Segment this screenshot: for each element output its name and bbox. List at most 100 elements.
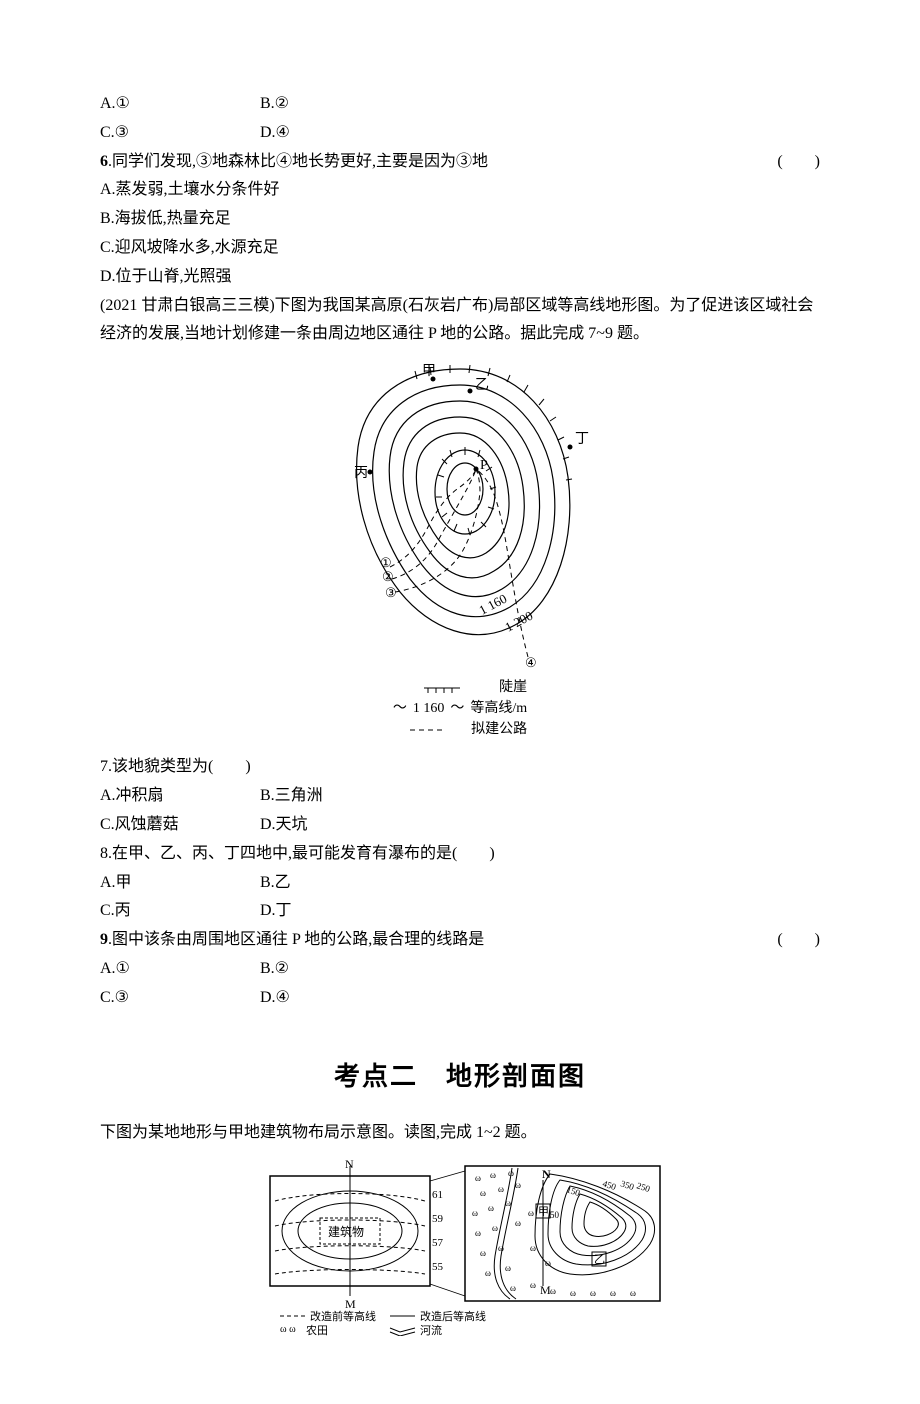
svg-text:ω: ω — [510, 1283, 516, 1293]
svg-text:ω: ω — [570, 1288, 576, 1298]
intro-1-2: 下图为某地地形与甲地建筑物布局示意图。读图,完成 1~2 题。 — [100, 1119, 820, 1148]
svg-text:ω: ω — [492, 1223, 498, 1233]
q9-paren: ( ) — [777, 926, 820, 955]
left-55: 55 — [432, 1261, 444, 1273]
svg-text:ω: ω — [530, 1243, 536, 1253]
q8-row2: C.丙 D.丁 — [100, 897, 820, 926]
figure1-legend: 陡崖 〜1 160〜 等高线/m 拟建公路 — [393, 677, 527, 740]
legend-river: 河流 — [420, 1323, 442, 1336]
q5-options-row2: C.③ D.④ — [100, 119, 820, 148]
q8-row1: A.甲 B.乙 — [100, 869, 820, 898]
svg-text:ω: ω — [488, 1203, 494, 1213]
q5-option-d: D.④ — [260, 119, 420, 148]
q9-option-b: B.② — [260, 955, 420, 984]
svg-text:ω: ω — [475, 1228, 481, 1238]
label-route-3: ③ — [385, 585, 397, 600]
right-250: 250 — [635, 1181, 651, 1195]
svg-text:ω: ω — [498, 1184, 504, 1194]
legend-before: 改造前等高线 — [310, 1309, 376, 1323]
left-N: N — [345, 1157, 354, 1171]
svg-text:ω: ω — [630, 1288, 636, 1298]
label-route-2: ② — [382, 569, 394, 584]
svg-text:ω: ω — [505, 1263, 511, 1273]
label-route-1: ① — [380, 555, 392, 570]
label-jia: 甲 — [422, 364, 436, 379]
q7-row1: A.冲积扇 B.三角洲 — [100, 782, 820, 811]
section-title: 考点二 地形剖面图 — [100, 1053, 820, 1100]
q9-row1: A.① B.② — [100, 955, 820, 984]
svg-text:ω: ω — [475, 1173, 481, 1183]
q9-stem-line: 9.图中该条由周围地区通往 P 地的公路,最合理的线路是 ( ) — [100, 926, 820, 955]
label-1200: 1 200 — [502, 608, 535, 635]
q8-stem: 8.在甲、乙、丙、丁四地中,最可能发育有瀑布的是( ) — [100, 840, 820, 869]
q5-option-a: A.① — [100, 90, 260, 119]
label-p: P — [480, 458, 488, 473]
q7-stem: 7.该地貌类型为( ) — [100, 753, 820, 782]
svg-text:ω: ω — [480, 1248, 486, 1258]
q6-stem-text: .同学们发现,③地森林比④地长势更好,主要是因为③地 — [108, 153, 488, 170]
q8-option-d: D.丁 — [260, 897, 420, 926]
q6-paren: ( ) — [777, 148, 820, 177]
svg-text:ω: ω — [530, 1280, 536, 1290]
legend-contour: 等高线/m — [470, 698, 527, 719]
svg-text:ω: ω — [590, 1288, 596, 1298]
label-ding: 丁 — [575, 432, 589, 447]
q7-option-c: C.风蚀蘑菇 — [100, 811, 260, 840]
q9-option-c: C.③ — [100, 984, 260, 1013]
q9-num: 9 — [100, 931, 108, 948]
q7-option-b: B.三角洲 — [260, 782, 420, 811]
svg-text:ω: ω — [472, 1208, 478, 1218]
svg-text:ω: ω — [515, 1218, 521, 1228]
svg-text:ω: ω — [550, 1286, 556, 1296]
right-350: 350 — [619, 1179, 635, 1193]
q6-option-c: C.迎风坡降水多,水源充足 — [100, 234, 820, 263]
q7-option-a: A.冲积扇 — [100, 782, 260, 811]
q7-row2: C.风蚀蘑菇 D.天坑 — [100, 811, 820, 840]
svg-text:ω: ω — [490, 1170, 496, 1180]
q6-option-d: D.位于山脊,光照强 — [100, 263, 820, 292]
building-svg: N M 建筑物 61 59 57 55 ωωω ωωω ωωω — [250, 1156, 670, 1336]
q6-stem: 6.同学们发现,③地森林比④地长势更好,主要是因为③地 — [100, 148, 488, 177]
q5-option-b: B.② — [260, 90, 420, 119]
left-building-label: 建筑物 — [328, 1224, 364, 1239]
q9-stem-text: .图中该条由周围地区通往 P 地的公路,最合理的线路是 — [108, 931, 484, 948]
contour-svg: 甲 乙 丙 丁 P ① ② ③ ④ 1 160 1 200 — [310, 357, 610, 677]
q5-option-c: C.③ — [100, 119, 260, 148]
q6-num: 6 — [100, 153, 108, 170]
q5-options-row1: A.① B.② — [100, 90, 820, 119]
legend-after: 改造后等高线 — [420, 1309, 486, 1323]
label-bing: 丙 — [354, 466, 368, 481]
svg-text:ω: ω — [528, 1208, 534, 1218]
legend-farm: 农田 — [306, 1323, 328, 1336]
right-M: M — [540, 1283, 551, 1297]
figure-building-map: N M 建筑物 61 59 57 55 ωωω ωωω ωωω — [100, 1156, 820, 1336]
q7-option-d: D.天坑 — [260, 811, 420, 840]
q8-option-b: B.乙 — [260, 869, 420, 898]
figure-contour-map: 甲 乙 丙 丁 P ① ② ③ ④ 1 160 1 200 — [100, 357, 820, 745]
label-1160: 1 160 — [476, 591, 509, 618]
svg-text:ω: ω — [610, 1288, 616, 1298]
q9-option-d: D.④ — [260, 984, 420, 1013]
legend-cliff: 陡崖 — [499, 677, 527, 698]
intro-7-9: (2021 甘肃白银高三三模)下图为我国某高原(石灰岩广布)局部区域等高线地形图… — [100, 292, 820, 350]
left-M: M — [345, 1297, 356, 1311]
right-N: N — [542, 1167, 551, 1181]
svg-text:ω ω: ω ω — [280, 1324, 296, 1335]
left-61: 61 — [432, 1189, 443, 1201]
left-57: 57 — [432, 1237, 444, 1249]
right-yi: 乙 — [594, 1253, 605, 1266]
right-450: 450 — [601, 1179, 617, 1193]
q8-option-a: A.甲 — [100, 869, 260, 898]
label-route-4: ④ — [525, 655, 537, 670]
svg-text:ω: ω — [485, 1268, 491, 1278]
q6-stem-line: 6.同学们发现,③地森林比④地长势更好,主要是因为③地 ( ) — [100, 148, 820, 177]
right-50: 50 — [550, 1210, 560, 1220]
label-yi: 乙 — [475, 377, 489, 393]
q6-option-b: B.海拔低,热量充足 — [100, 205, 820, 234]
legend-contour-sample: 1 160 — [413, 698, 445, 719]
q8-option-c: C.丙 — [100, 897, 260, 926]
left-59: 59 — [432, 1213, 444, 1225]
q6-option-a: A.蒸发弱,土壤水分条件好 — [100, 176, 820, 205]
legend-road: 拟建公路 — [471, 719, 527, 740]
svg-text:ω: ω — [480, 1188, 486, 1198]
